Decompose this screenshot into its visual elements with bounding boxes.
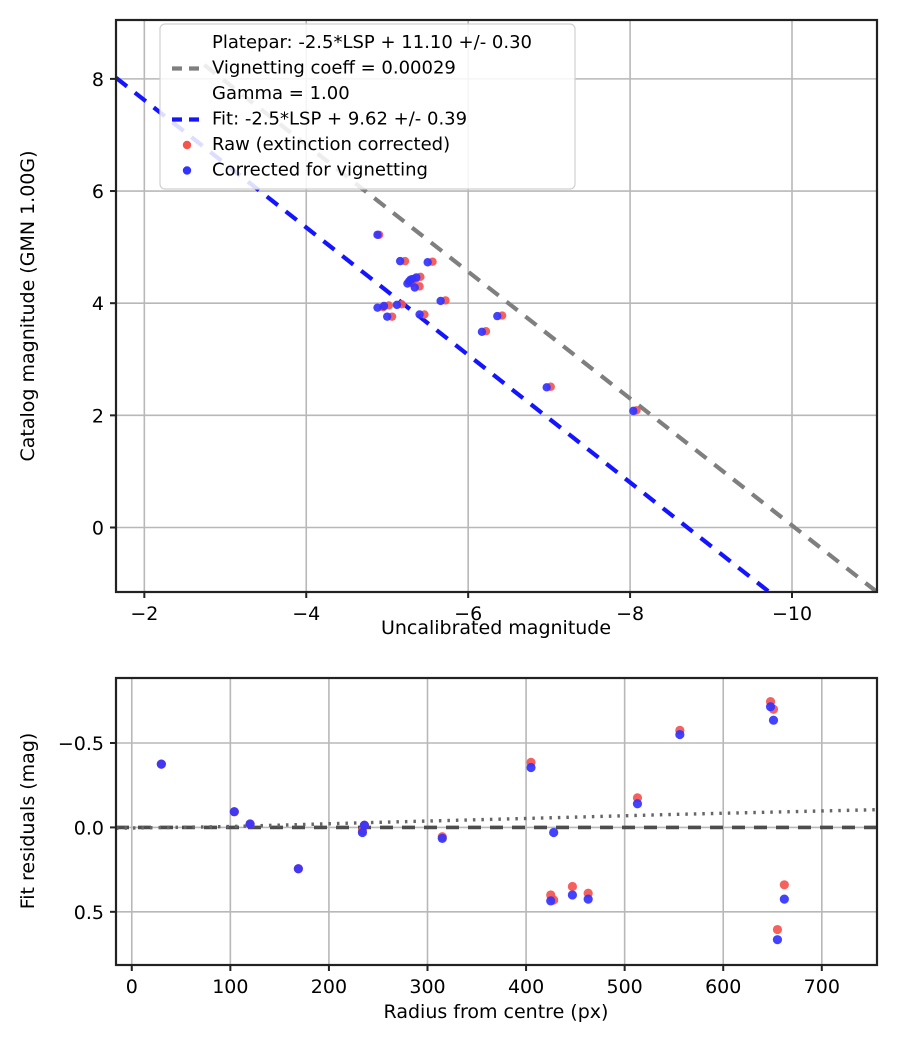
legend-frame <box>159 23 576 190</box>
axis-ticks-top <box>110 77 793 598</box>
x-tick-label: 500 <box>607 976 643 998</box>
corrected-data-point <box>423 258 432 267</box>
axes-grid-bottom <box>116 678 877 965</box>
y-tick-label: 0.0 <box>74 817 104 839</box>
y-tick-label: 6 <box>92 181 104 203</box>
corrected-residual-point <box>357 827 368 838</box>
scatter-points-top <box>373 230 641 416</box>
legend-entry-label: Platepar: -2.5*LSP + 11.10 +/- 0.30 <box>212 32 532 53</box>
legend-box[interactable]: Platepar: -2.5*LSP + 11.10 +/- 0.30 Vigne… <box>159 23 576 190</box>
legend-entry-label: Fit: -2.5*LSP + 9.62 +/- 0.39 <box>212 109 467 130</box>
raw-residual-point <box>772 924 783 935</box>
legend-raw-dot-swatch <box>182 140 192 150</box>
corrected-data-point <box>436 296 445 306</box>
legend-entry-label: Vignetting coeff = 0.00029 <box>212 58 456 79</box>
raw-residual-point <box>779 880 789 890</box>
corrected-residual-point <box>526 762 536 773</box>
corrected-residual-point <box>765 702 776 712</box>
corrected-data-point <box>542 383 551 392</box>
corrected-residual-point <box>245 819 255 829</box>
y-axis-label-top: Catalog magnitude (GMN 1.00G) <box>17 150 39 461</box>
legend-entries: Platepar: -2.5*LSP + 11.10 +/- 0.30 Vigne… <box>172 32 532 181</box>
y-axis-label-bottom: Fit residuals (mag) <box>17 733 39 910</box>
reference-lines-bottom <box>115 807 878 830</box>
fit-residuals-axes: 0 100 200 300 400 500 600 700 0.5 0.0 −0.5 Radius … <box>17 676 879 1023</box>
raw-residual-point <box>567 881 578 892</box>
axes-frame-bottom <box>114 676 879 967</box>
corrected-residual-point <box>772 935 783 945</box>
legend-entry-label: Raw (extinction corrected) <box>212 134 450 155</box>
x-tick-label: 700 <box>804 976 840 998</box>
fit-line <box>114 76 771 594</box>
y-tick-label: 8 <box>92 69 104 91</box>
axis-tick-labels-top: −2 −4 −6 −8 −10 0 2 4 6 8 <box>92 69 812 625</box>
corrected-residual-point <box>583 894 593 904</box>
x-tick-label: 600 <box>705 976 741 998</box>
corrected-residual-point <box>632 799 643 809</box>
scatter-points-bottom <box>156 697 789 945</box>
corrected-data-point <box>395 256 405 266</box>
legend-entry-label: Corrected for vignetting <box>212 160 428 181</box>
corrected-residual-point <box>779 894 789 904</box>
x-tick-label: −2 <box>130 603 158 625</box>
x-tick-label: −10 <box>772 603 812 625</box>
vignetting-model-curve <box>115 807 878 830</box>
corrected-residual-point <box>675 729 685 740</box>
x-tick-label: −4 <box>292 603 320 625</box>
x-tick-label: 100 <box>212 976 248 998</box>
axis-ticks-bottom <box>110 741 823 971</box>
x-axis-label-bottom: Radius from centre (px) <box>384 1001 609 1023</box>
corrected-data-point <box>477 327 487 336</box>
x-tick-label: −8 <box>616 603 644 625</box>
corrected-residual-point <box>293 864 303 874</box>
axes-frame-top <box>114 18 879 594</box>
corrected-data-point <box>373 303 382 312</box>
corrected-data-point <box>412 273 421 282</box>
corrected-residual-point <box>437 833 447 843</box>
corrected-data-point <box>383 312 392 321</box>
corrected-residual-point <box>549 827 559 838</box>
corrected-residual-point <box>359 820 370 830</box>
corrected-residual-point <box>229 807 239 817</box>
corrected-residual-point <box>768 715 779 725</box>
corrected-data-point <box>415 310 424 319</box>
corrected-data-point <box>373 230 382 239</box>
corrected-data-point <box>493 311 502 321</box>
legend-entry-label: Gamma = 1.00 <box>212 83 350 104</box>
corrected-data-point <box>410 283 419 292</box>
corrected-data-point <box>392 300 402 310</box>
corrected-data-point <box>379 301 389 311</box>
corrected-residual-point <box>156 759 166 769</box>
x-tick-label: 400 <box>508 976 544 998</box>
fit-lines-top <box>114 63 879 594</box>
y-tick-label: 2 <box>92 405 104 427</box>
corrected-data-point <box>629 406 638 416</box>
y-tick-label: −0.5 <box>58 733 104 755</box>
corrected-residual-point <box>546 896 556 906</box>
y-tick-label: 4 <box>92 293 104 315</box>
corrected-residual-point <box>567 890 578 900</box>
axis-tick-labels-bottom: 0 100 200 300 400 500 600 700 0.5 0.0 −0.5 <box>58 733 840 998</box>
x-tick-label: 0 <box>126 976 138 998</box>
y-tick-label: 0 <box>92 518 104 540</box>
x-tick-label: 300 <box>409 976 445 998</box>
x-tick-label: 200 <box>311 976 347 998</box>
x-tick-label: −6 <box>454 603 482 625</box>
x-axis-label-top: Uncalibrated magnitude <box>381 617 611 639</box>
legend-corrected-dot-swatch <box>182 166 192 175</box>
y-tick-label: 0.5 <box>74 902 104 924</box>
